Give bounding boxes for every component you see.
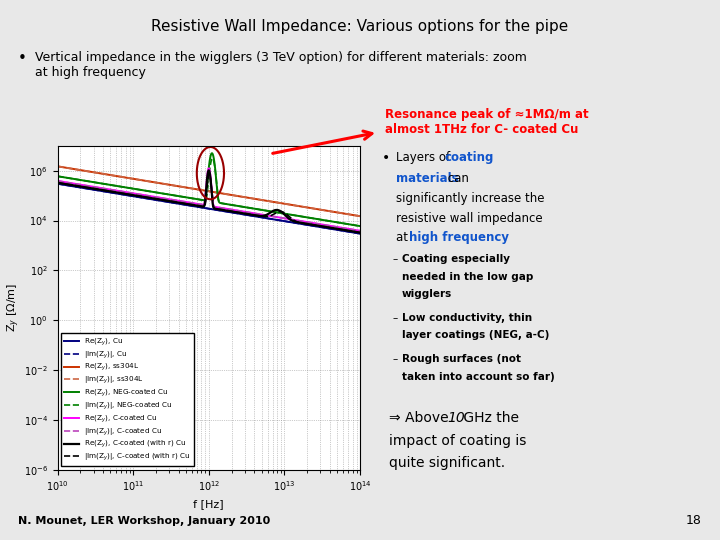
Text: •: • [18, 51, 27, 66]
Text: layer coatings (NEG, a-C): layer coatings (NEG, a-C) [402, 330, 549, 341]
Text: Rough surfaces (not: Rough surfaces (not [402, 354, 521, 364]
Text: high frequency: high frequency [409, 231, 509, 244]
Text: Vertical impedance in the wigglers (3 TeV option) for different materials: zoom
: Vertical impedance in the wigglers (3 Te… [35, 51, 526, 79]
Text: significantly increase the: significantly increase the [396, 192, 544, 205]
Text: 10: 10 [447, 411, 465, 425]
Text: taken into account so far): taken into account so far) [402, 372, 554, 382]
Text: needed in the low gap: needed in the low gap [402, 272, 533, 282]
Text: resistive wall impedance: resistive wall impedance [396, 212, 543, 225]
Text: Low conductivity, thin: Low conductivity, thin [402, 313, 532, 323]
Text: impact of coating is: impact of coating is [389, 434, 526, 448]
Text: can: can [444, 172, 469, 185]
Text: Coating especially: Coating especially [402, 254, 510, 264]
Y-axis label: Z$_y$ [$\Omega$/m]: Z$_y$ [$\Omega$/m] [6, 284, 22, 332]
Text: •: • [382, 151, 390, 165]
Text: GHz the: GHz the [459, 411, 519, 425]
Text: 18: 18 [686, 514, 702, 526]
Text: –: – [392, 313, 397, 323]
Text: wigglers: wigglers [402, 289, 452, 300]
Text: N. Mounet, LER Workshop, January 2010: N. Mounet, LER Workshop, January 2010 [18, 516, 270, 526]
Text: materials: materials [396, 172, 459, 185]
Text: Resistive Wall Impedance: Various options for the pipe: Resistive Wall Impedance: Various option… [151, 19, 569, 34]
X-axis label: f [Hz]: f [Hz] [194, 499, 224, 509]
Text: coating: coating [444, 151, 494, 164]
Text: Resonance peak of ≈1MΩ/m at
almost 1THz for C- coated Cu: Resonance peak of ≈1MΩ/m at almost 1THz … [385, 108, 589, 136]
Text: ⇒ Above: ⇒ Above [389, 411, 453, 425]
Text: –: – [392, 254, 397, 264]
Legend: Re(Z$_y$), Cu, |Im(Z$_y$)|, Cu, Re(Z$_y$), ss304L, |Im(Z$_y$)|, ss304L, Re(Z$_y$: Re(Z$_y$), Cu, |Im(Z$_y$)|, Cu, Re(Z$_y$… [61, 333, 194, 466]
Text: –: – [392, 354, 397, 364]
Text: Layers of: Layers of [396, 151, 454, 164]
Text: quite significant.: quite significant. [389, 456, 505, 470]
Text: at: at [396, 231, 412, 244]
